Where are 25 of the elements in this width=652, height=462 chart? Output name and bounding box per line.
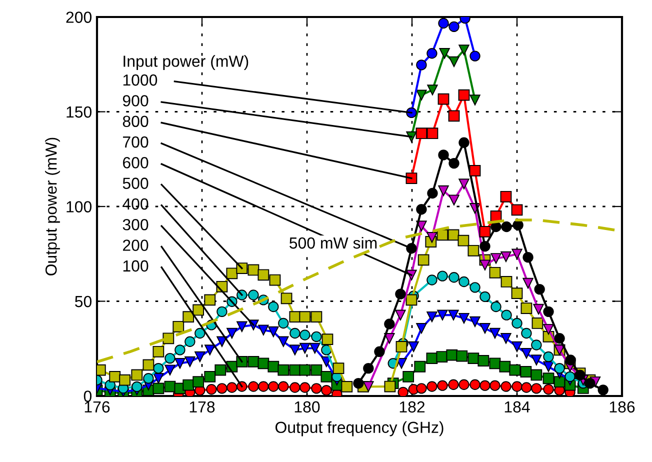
x-tick-label: 184 [504,401,530,413]
x-tick-label: 176 [84,401,110,413]
text: 500 [122,178,148,189]
series-label: 500 mW sim [290,236,377,249]
text: 300 [122,218,148,230]
text: 700 [123,136,148,148]
y-axis-title: Output power (mW) [45,138,60,276]
y-tick-label: 0 [84,390,92,402]
text: 1000 [123,74,158,86]
text: 900 [122,95,148,106]
text: 400 [122,198,148,210]
text: 200 [123,240,148,251]
x-tick-label: 182 [400,401,425,413]
legend-title: Input power (mW) [124,55,248,70]
text: 800 [122,116,148,128]
y-tick-label: 200 [66,12,92,23]
text: 600 [123,157,148,168]
x-tick-label: 180 [294,401,320,413]
y-tick-label: 150 [66,106,92,118]
x-tick-label: 186 [610,401,635,413]
x-tick-label: 178 [190,401,215,413]
text: 100 [123,260,148,272]
y-tick-label: 100 [66,201,92,212]
x-axis-title: Output frequency (GHz) [275,421,444,436]
y-tick-label: 50 [75,296,92,308]
